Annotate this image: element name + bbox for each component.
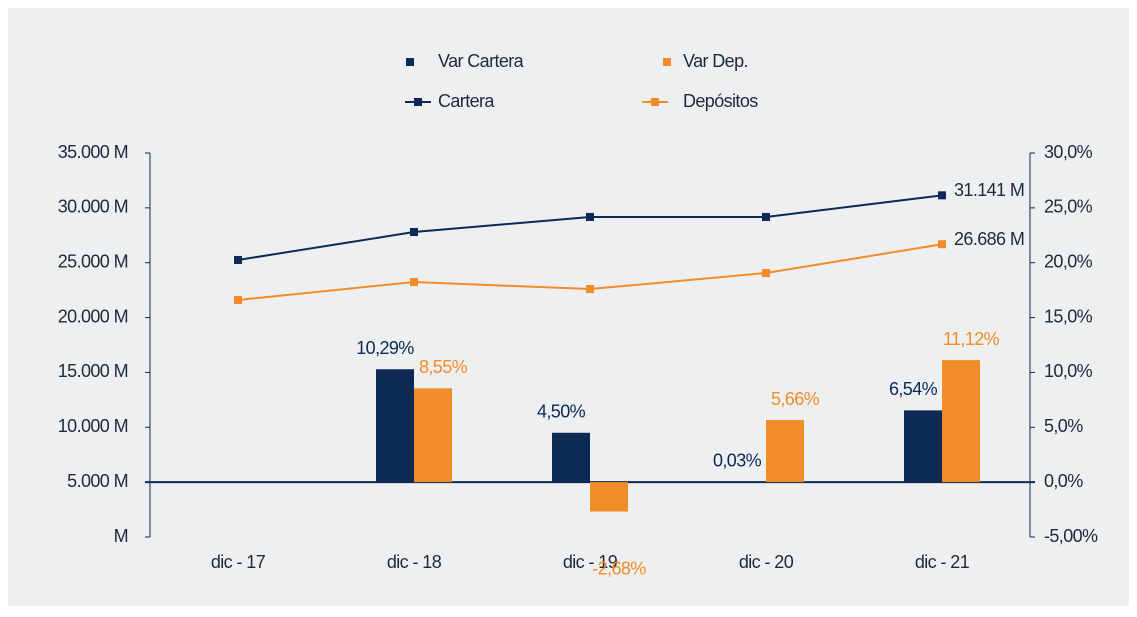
y2-tick-label: 25,0% (1044, 197, 1093, 217)
data-label: 26.686 M (954, 229, 1024, 249)
line-marker (410, 227, 418, 236)
y-tick-label: 5.000 M (67, 471, 128, 491)
y-tick-label: 35.000 M (58, 142, 128, 162)
line-marker (234, 255, 242, 264)
line-marker (938, 240, 946, 249)
y2-tick-label: 30,0% (1044, 142, 1093, 162)
legend-swatch (406, 58, 414, 66)
x-tick-label: dic - 21 (915, 552, 970, 572)
line-marker (762, 212, 770, 221)
y2-tick-label: 5,0% (1044, 416, 1083, 436)
line-marker (586, 212, 594, 221)
data-label: 6,54% (889, 379, 938, 399)
y-tick-label: 30.000 M (58, 197, 128, 217)
bar (766, 420, 804, 483)
data-label: 8,55% (419, 357, 468, 377)
y2-tick-label: 10,0% (1044, 361, 1093, 381)
line-marker (410, 278, 418, 287)
y2-tick-label: 0,0% (1044, 471, 1083, 491)
bar (904, 410, 942, 483)
line-marker (234, 296, 242, 305)
legend-label: Depósitos (683, 91, 758, 111)
legend-swatch (663, 58, 671, 66)
y-tick-label: M (114, 526, 128, 546)
data-label: -2,68% (592, 558, 646, 578)
data-label: 4,50% (537, 402, 586, 422)
chart-background (8, 8, 1129, 606)
line-marker (938, 191, 946, 200)
x-tick-label: dic - 18 (387, 552, 442, 572)
legend-label: Cartera (438, 91, 495, 111)
bar (414, 388, 452, 483)
y-tick-label: 25.000 M (58, 251, 128, 271)
legend-swatch (414, 98, 422, 106)
legend-label: Var Cartera (438, 51, 525, 71)
x-tick-label: dic - 17 (211, 552, 266, 572)
y-tick-label: 20.000 M (58, 306, 128, 326)
line-marker (762, 269, 770, 278)
bar (590, 482, 628, 512)
data-label: 0,03% (713, 451, 762, 471)
data-label: 31.141 M (954, 180, 1024, 200)
y2-tick-label: -5,00% (1044, 526, 1098, 546)
x-tick-label: dic - 19 (563, 552, 618, 572)
data-label: 5,66% (771, 389, 820, 409)
data-label: 11,12% (943, 329, 1000, 349)
bar (552, 432, 590, 483)
data-label: 10,29% (356, 338, 414, 358)
x-tick-label: dic - 20 (739, 552, 794, 572)
y-tick-label: 10.000 M (58, 416, 128, 436)
y2-tick-label: 15,0% (1044, 306, 1093, 326)
bar (376, 369, 414, 483)
bar (942, 360, 980, 483)
y2-tick-label: 20,0% (1044, 251, 1093, 271)
line-marker (586, 285, 594, 294)
legend-swatch (651, 98, 659, 106)
y-tick-label: 15.000 M (58, 361, 128, 381)
legend-label: Var Dep. (683, 51, 748, 71)
